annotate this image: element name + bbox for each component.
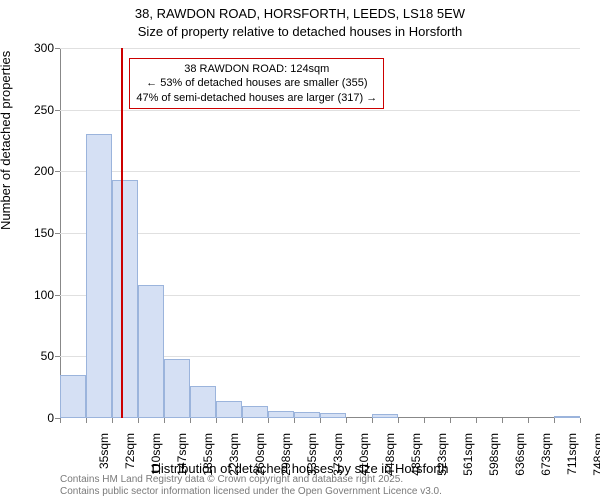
ytick-mark xyxy=(55,295,60,296)
histogram-bar xyxy=(242,406,268,418)
annotation-box: 38 RAWDON ROAD: 124sqm← 53% of detached … xyxy=(129,58,384,109)
gridline xyxy=(60,233,580,234)
xtick-mark xyxy=(502,418,503,423)
xtick-label: 561sqm xyxy=(461,433,475,483)
xtick-label: 711sqm xyxy=(565,433,579,483)
xtick-mark xyxy=(164,418,165,423)
histogram-bar xyxy=(320,413,346,418)
ytick-mark xyxy=(55,356,60,357)
xtick-mark xyxy=(424,418,425,423)
histogram-bar xyxy=(268,411,294,418)
ytick-label: 150 xyxy=(14,226,54,240)
xtick-mark xyxy=(528,418,529,423)
ytick-label: 250 xyxy=(14,103,54,117)
histogram-bar xyxy=(554,416,580,418)
ytick-mark xyxy=(55,110,60,111)
histogram-bar xyxy=(112,180,138,418)
xtick-label: 598sqm xyxy=(487,433,501,483)
xtick-mark xyxy=(242,418,243,423)
xtick-mark xyxy=(372,418,373,423)
xtick-label: 673sqm xyxy=(539,433,553,483)
marker-line xyxy=(121,48,123,418)
gridline xyxy=(60,110,580,111)
xtick-mark xyxy=(86,418,87,423)
xtick-label: 335sqm xyxy=(305,433,319,483)
xtick-mark xyxy=(476,418,477,423)
histogram-bar xyxy=(216,401,242,418)
histogram-bar xyxy=(138,285,164,418)
xtick-label: 298sqm xyxy=(279,433,293,483)
xtick-mark xyxy=(60,418,61,423)
histogram-bar xyxy=(164,359,190,418)
xtick-mark xyxy=(398,418,399,423)
ytick-label: 50 xyxy=(14,349,54,363)
annotation-title: 38 RAWDON ROAD: 124sqm xyxy=(136,62,377,76)
xtick-label: 72sqm xyxy=(123,433,137,483)
chart-title-sub: Size of property relative to detached ho… xyxy=(0,24,600,39)
xtick-label: 410sqm xyxy=(357,433,371,483)
xtick-mark xyxy=(554,418,555,423)
histogram-bar xyxy=(190,386,216,418)
xtick-label: 147sqm xyxy=(175,433,189,483)
xtick-mark xyxy=(268,418,269,423)
histogram-bar xyxy=(294,412,320,418)
ytick-label: 200 xyxy=(14,164,54,178)
xtick-mark xyxy=(346,418,347,423)
footer-line-2: Contains public sector information licen… xyxy=(60,486,442,498)
xtick-label: 260sqm xyxy=(253,433,267,483)
ytick-mark xyxy=(55,233,60,234)
xtick-label: 35sqm xyxy=(97,433,111,483)
xtick-label: 185sqm xyxy=(201,433,215,483)
gridline xyxy=(60,48,580,49)
y-axis-label: Number of detached properties xyxy=(0,51,13,230)
xtick-mark xyxy=(580,418,581,423)
xtick-mark xyxy=(216,418,217,423)
xtick-label: 223sqm xyxy=(227,433,241,483)
xtick-label: 448sqm xyxy=(383,433,397,483)
chart-title-main: 38, RAWDON ROAD, HORSFORTH, LEEDS, LS18 … xyxy=(0,6,600,21)
ytick-mark xyxy=(55,171,60,172)
xtick-mark xyxy=(190,418,191,423)
xtick-mark xyxy=(112,418,113,423)
chart-container: 38, RAWDON ROAD, HORSFORTH, LEEDS, LS18 … xyxy=(0,0,600,500)
annotation-line-1: ← 53% of detached houses are smaller (35… xyxy=(136,76,377,90)
ytick-label: 300 xyxy=(14,41,54,55)
histogram-bar xyxy=(86,134,112,418)
histogram-bar xyxy=(60,375,86,418)
annotation-line-2: 47% of semi-detached houses are larger (… xyxy=(136,91,377,105)
xtick-mark xyxy=(138,418,139,423)
xtick-mark xyxy=(294,418,295,423)
xtick-label: 636sqm xyxy=(513,433,527,483)
xtick-label: 110sqm xyxy=(149,433,163,483)
ytick-mark xyxy=(55,48,60,49)
xtick-mark xyxy=(320,418,321,423)
gridline xyxy=(60,171,580,172)
ytick-label: 0 xyxy=(14,411,54,425)
ytick-label: 100 xyxy=(14,288,54,302)
xtick-label: 373sqm xyxy=(331,433,345,483)
xtick-label: 748sqm xyxy=(591,433,600,483)
xtick-label: 485sqm xyxy=(409,433,423,483)
xtick-label: 523sqm xyxy=(435,433,449,483)
xtick-mark xyxy=(450,418,451,423)
histogram-bar xyxy=(372,414,398,418)
